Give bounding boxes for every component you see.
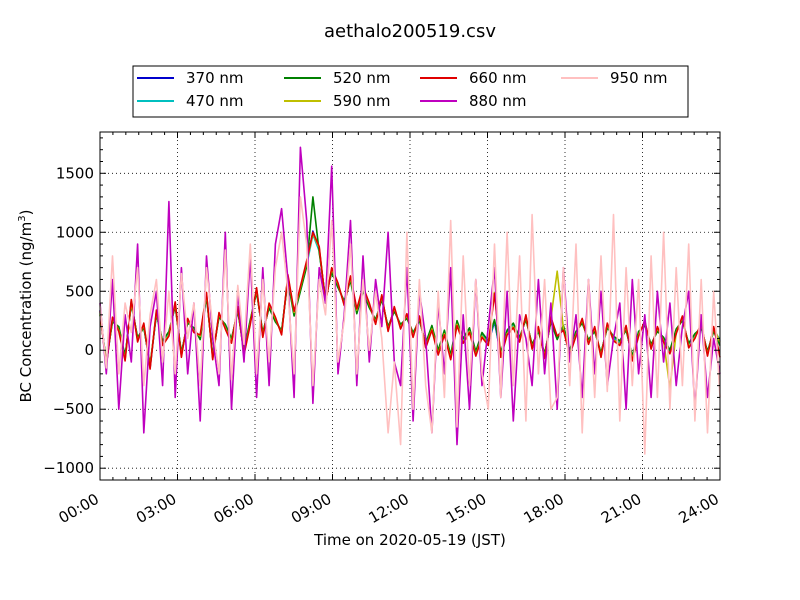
series-lines	[99, 146, 721, 455]
legend-label: 520 nm	[333, 69, 391, 87]
y-axis-label: BC Concentration (ng/m3)	[17, 210, 35, 403]
y-tick-label: 1500	[56, 164, 94, 182]
x-tick-label: 09:00	[288, 490, 334, 527]
x-tick-label: 21:00	[598, 490, 644, 527]
legend: 370 nm 470 nm 520 nm 590 nm 660 nm 880 nm 950 …	[132, 65, 689, 118]
x-tick-label: 18:00	[521, 490, 567, 527]
chart-title: aethalo200519.csv	[324, 21, 496, 42]
legend-box	[132, 65, 689, 118]
x-tick-label: 03:00	[133, 490, 179, 527]
x-tick-label: 12:00	[366, 490, 412, 527]
y-tick-label: 0	[84, 341, 94, 359]
x-tick-label: 06:00	[211, 490, 257, 527]
y-tick-label: −1000	[43, 459, 94, 477]
y-tick-label: 1000	[56, 223, 94, 241]
x-axis-label: Time on 2020-05-19 (JST)	[313, 531, 506, 549]
y-axis-label-tail: )	[17, 210, 35, 216]
legend-label: 880 nm	[469, 92, 527, 110]
grid-lines	[99, 132, 721, 480]
legend-label: 370 nm	[186, 69, 244, 87]
legend-label: 660 nm	[469, 69, 527, 87]
y-tick-label: −500	[53, 400, 94, 418]
x-tick-label: 24:00	[676, 490, 722, 527]
legend-label: 590 nm	[333, 92, 391, 110]
legend-label: 950 nm	[610, 69, 668, 87]
y-tick-label: 500	[65, 282, 94, 300]
x-tick-label: 00:00	[56, 490, 102, 527]
x-tick-label: 15:00	[443, 490, 489, 527]
y-axis-label-superscript: 3	[17, 215, 28, 221]
series-line-950nm	[99, 196, 721, 455]
y-axis-label-main: BC Concentration (ng/m	[17, 222, 35, 403]
legend-label: 470 nm	[186, 92, 244, 110]
